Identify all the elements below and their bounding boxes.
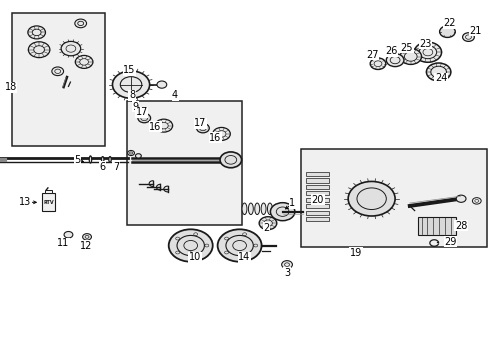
Circle shape [220, 152, 241, 168]
Bar [305, 211, 328, 215]
Bar [305, 217, 328, 221]
Circle shape [347, 181, 394, 216]
Text: 19: 19 [349, 248, 362, 258]
Text: 10: 10 [188, 252, 201, 262]
Circle shape [439, 26, 454, 37]
Circle shape [135, 154, 141, 158]
Bar [12, 13, 105, 146]
Text: 15: 15 [123, 65, 136, 75]
Bar [305, 204, 328, 208]
Circle shape [212, 127, 230, 140]
Circle shape [61, 41, 81, 56]
Bar [42, 193, 55, 211]
Text: 7: 7 [113, 162, 119, 172]
Circle shape [157, 81, 166, 88]
Ellipse shape [89, 156, 92, 163]
Bar [45, 190, 52, 193]
Text: 11: 11 [57, 238, 70, 248]
Ellipse shape [254, 203, 259, 215]
Bar [305, 198, 328, 202]
Text: 16: 16 [149, 122, 162, 132]
Circle shape [75, 55, 93, 68]
Circle shape [75, 19, 86, 28]
Text: 17: 17 [194, 118, 206, 128]
Text: 17: 17 [135, 107, 148, 117]
Circle shape [462, 33, 473, 41]
Text: 1: 1 [289, 198, 295, 208]
Text: 8: 8 [129, 90, 135, 100]
Bar [305, 178, 328, 183]
Text: 13: 13 [19, 197, 32, 207]
Circle shape [386, 54, 403, 67]
Bar [300, 149, 486, 247]
Bar [305, 172, 328, 176]
Text: 6: 6 [100, 162, 105, 172]
Circle shape [413, 42, 441, 62]
Text: 9: 9 [132, 102, 138, 112]
Circle shape [82, 234, 91, 240]
Text: 24: 24 [434, 73, 447, 84]
Ellipse shape [248, 203, 253, 215]
Bar [305, 191, 328, 195]
Bar [305, 185, 328, 189]
Circle shape [112, 71, 149, 98]
Ellipse shape [242, 203, 246, 215]
Text: 5: 5 [74, 155, 80, 165]
Circle shape [259, 217, 276, 230]
Circle shape [399, 49, 421, 64]
Circle shape [138, 113, 150, 123]
Text: 21: 21 [468, 26, 481, 36]
Bar [417, 217, 455, 235]
Text: 14: 14 [238, 252, 250, 262]
Text: 29: 29 [443, 237, 456, 247]
Text: 4: 4 [172, 90, 178, 100]
Circle shape [127, 150, 134, 156]
Text: 25: 25 [400, 42, 412, 53]
Ellipse shape [101, 157, 103, 162]
Circle shape [28, 26, 45, 39]
Text: 12: 12 [80, 240, 92, 251]
Circle shape [196, 123, 209, 133]
Text: 16: 16 [208, 132, 221, 143]
Circle shape [455, 195, 465, 202]
Bar [127, 101, 242, 225]
Circle shape [64, 231, 73, 238]
Text: 2: 2 [263, 222, 269, 233]
Ellipse shape [267, 203, 272, 215]
Text: 22: 22 [443, 18, 455, 28]
Circle shape [168, 229, 212, 262]
Text: 28: 28 [454, 221, 467, 231]
Circle shape [155, 119, 172, 132]
Text: 3: 3 [284, 268, 289, 278]
Circle shape [281, 261, 292, 269]
Circle shape [426, 63, 450, 81]
Text: 26: 26 [384, 46, 397, 56]
Circle shape [369, 58, 385, 69]
Text: 18: 18 [4, 82, 17, 92]
Circle shape [52, 67, 63, 76]
Ellipse shape [108, 157, 111, 162]
Circle shape [217, 229, 261, 262]
Circle shape [471, 198, 480, 204]
Text: 20: 20 [311, 195, 324, 205]
Text: 23: 23 [418, 39, 431, 49]
Circle shape [270, 203, 294, 221]
Ellipse shape [261, 203, 265, 215]
Text: 27: 27 [366, 50, 378, 60]
Text: RTV: RTV [43, 200, 54, 205]
Circle shape [28, 42, 50, 58]
